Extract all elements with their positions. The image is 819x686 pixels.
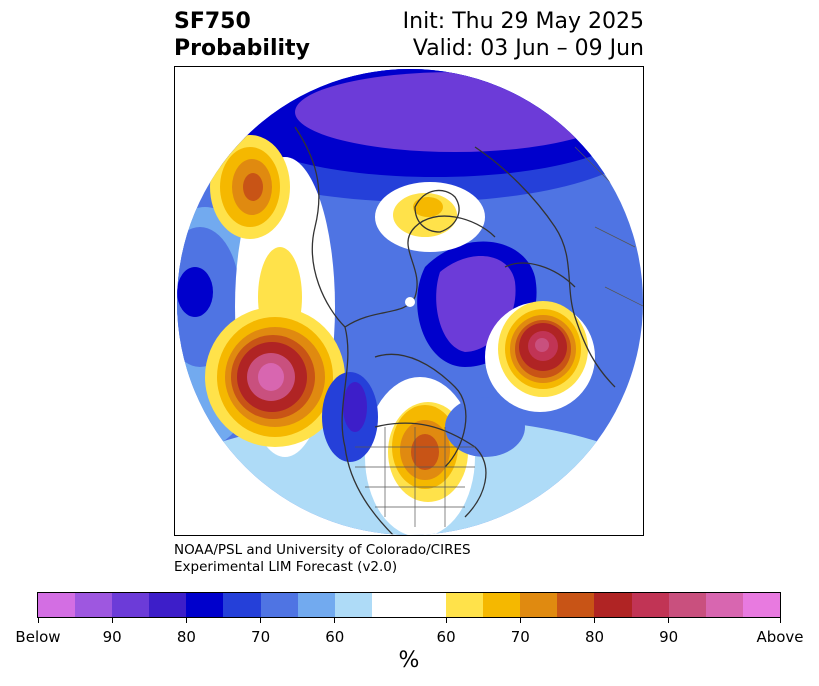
- colorbar-bin-18: [742, 593, 780, 617]
- forecast-map: [174, 66, 644, 536]
- colorbar-bin-9: [371, 593, 447, 617]
- colorbar-bin-15: [631, 593, 669, 617]
- credit-line-2: Experimental LIM Forecast (v2.0): [174, 559, 398, 575]
- field-below-deep-north: [295, 72, 615, 152]
- colorbar-bin-13: [557, 593, 595, 617]
- colorbar-tick-mark: [334, 618, 336, 623]
- colorbar-tick-label: 80: [584, 628, 605, 646]
- field-below-strong-west: [177, 267, 213, 317]
- colorbar-bin-16: [668, 593, 706, 617]
- coastlines: [294, 126, 616, 535]
- colorbar-tick-label: 60: [436, 628, 456, 646]
- field-below-deep-wus: [343, 382, 367, 432]
- borders: [355, 146, 643, 527]
- colorbar-tick-mark: [37, 618, 39, 623]
- colorbar-bin-10: [446, 593, 484, 617]
- colorbar-unit-label: %: [398, 648, 420, 673]
- title-init-date: Init: Thu 29 May 2025: [402, 9, 644, 34]
- colorbar-tick-label: 80: [176, 628, 196, 646]
- colorbar-bin-5: [223, 593, 261, 617]
- colorbar-tick-label: 60: [325, 628, 345, 646]
- colorbar: [37, 592, 781, 618]
- colorbar-bin-1: [75, 593, 113, 617]
- colorbar-bin-6: [260, 593, 298, 617]
- colorbar-tick-mark: [111, 618, 113, 623]
- colorbar-tick-label: 90: [102, 628, 122, 646]
- colorbar-tick-label: 90: [659, 628, 679, 646]
- colorbar-tick-label: Above: [756, 628, 804, 646]
- colorbar-bin-7: [297, 593, 335, 617]
- colorbar-bin-8: [334, 593, 372, 617]
- colorbar-tick-mark: [519, 618, 521, 623]
- field-below-strong-atl: [445, 397, 525, 457]
- title-product: Probability: [174, 36, 310, 61]
- field-above-strong-namerica: [411, 434, 439, 470]
- colorbar-tick-mark: [185, 618, 187, 623]
- credit-line-1: NOAA/PSL and University of Colorado/CIRE…: [174, 542, 471, 558]
- colorbar-bin-2: [112, 593, 150, 617]
- north-pole-marker: [405, 297, 415, 307]
- title-variable: SF750: [174, 9, 251, 34]
- colorbar-bin-14: [594, 593, 632, 617]
- field-above-light-greenland: [413, 197, 443, 217]
- colorbar-tick-mark: [779, 618, 781, 623]
- colorbar-tick-label: Below: [15, 628, 61, 646]
- colorbar-bin-17: [705, 593, 743, 617]
- title-valid-range: Valid: 03 Jun – 09 Jun: [412, 36, 644, 61]
- colorbar-tick-mark: [445, 618, 447, 623]
- colorbar-bin-12: [520, 593, 558, 617]
- colorbar-tick-label: 70: [251, 628, 271, 646]
- polar-map-svg: [177, 69, 643, 535]
- colorbar-tick-mark: [594, 618, 595, 623]
- colorbar-bin-4: [186, 593, 224, 617]
- field-above-strong-alaska: [243, 173, 263, 201]
- colorbar-bin-3: [149, 593, 187, 617]
- field-above-peak-europe: [535, 338, 549, 352]
- colorbar-tick-mark: [260, 618, 262, 623]
- colorbar-tick-label: 70: [510, 628, 530, 646]
- colorbar-bin-0: [38, 593, 76, 617]
- field-above-peak-npac: [258, 363, 284, 391]
- colorbar-tick-mark: [668, 618, 670, 623]
- colorbar-bin-11: [483, 593, 521, 617]
